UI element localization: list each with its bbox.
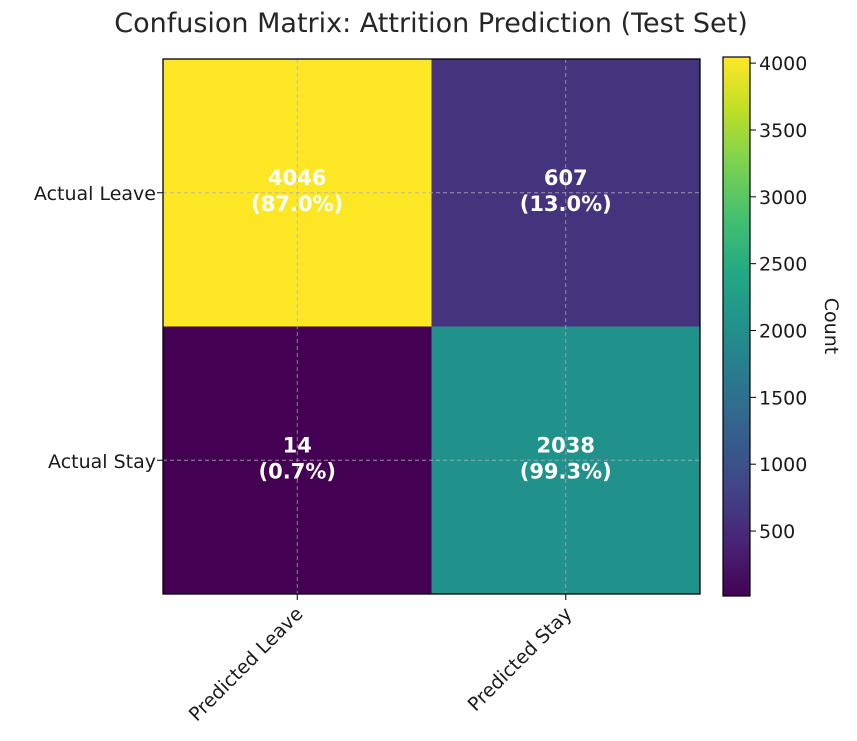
x-tick-label-predicted-leave: Predicted Leave <box>185 603 308 726</box>
colorbar-tick-label: 500 <box>759 521 795 543</box>
cell-labels: 4046(87.0%) 607(13.0%) 14(0.7%) 2038(99.3%) <box>251 166 612 484</box>
colorbar-gradient <box>722 56 751 597</box>
colorbar-tick-label: 3500 <box>759 120 807 142</box>
x-tick-label-predicted-stay: Predicted Stay <box>464 603 577 716</box>
colorbar-label: Count <box>820 298 842 354</box>
y-tick-label-actual-leave: Actual Leave <box>34 183 156 205</box>
axis-ticks <box>157 192 567 600</box>
cell-percent-r1-c0: (0.7%) <box>259 459 336 483</box>
chart-title: Confusion Matrix: Attrition Prediction (… <box>114 8 748 39</box>
colorbar-tick-label: 4000 <box>759 53 807 75</box>
colorbar-tick-label: 1000 <box>759 454 807 476</box>
plot-frame <box>162 58 701 595</box>
y-tick-label-actual-stay: Actual Stay <box>48 451 156 473</box>
grid-lines <box>163 59 700 594</box>
cell-percent-r0-c1: (13.0%) <box>520 192 612 216</box>
colorbar: 500 1000 1500 2000 2500 3000 3500 4000 <box>722 53 807 597</box>
cell-count-r1-c1: 2038 <box>537 433 595 457</box>
cell-percent-r1-c1: (99.3%) <box>520 459 612 483</box>
colorbar-tick-label: 3000 <box>759 187 807 209</box>
cell-count-r0-c0: 4046 <box>268 166 326 190</box>
colorbar-tick-label: 1500 <box>759 387 807 409</box>
cell-percent-r0-c0: (87.0%) <box>251 192 343 216</box>
colorbar-tick-label: 2500 <box>759 254 807 276</box>
heatmap-cells <box>163 59 701 595</box>
cell-count-r1-c0: 14 <box>283 433 312 457</box>
cell-count-r0-c1: 607 <box>544 166 588 190</box>
colorbar-tick-label: 2000 <box>759 321 807 343</box>
